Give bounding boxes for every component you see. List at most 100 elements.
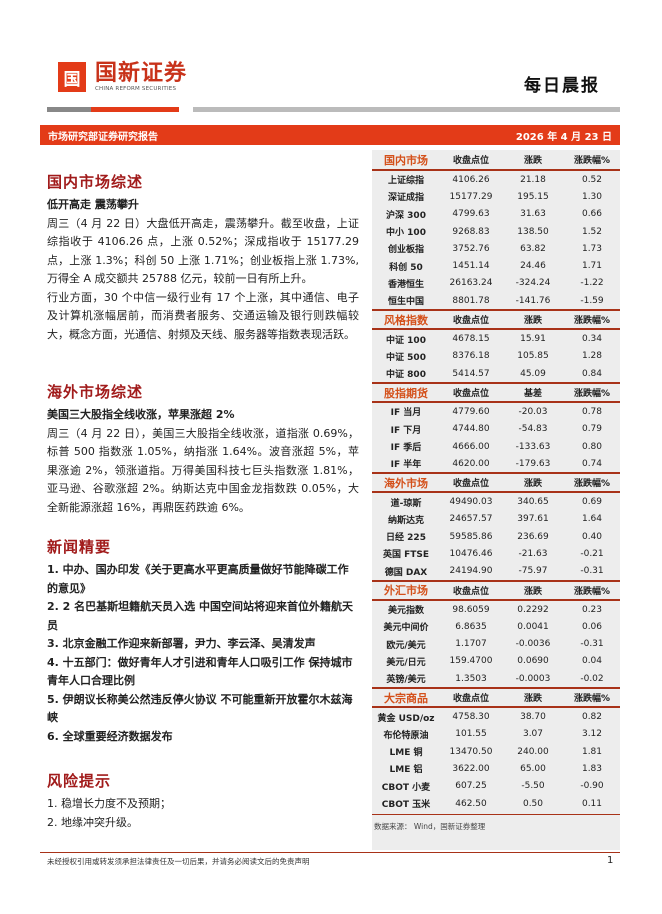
cell-value: 0.78 [581,406,603,417]
row-label: IF 半年 [390,460,422,471]
table-row: 深证成指 15177.29 195.15 1.30 [372,188,620,205]
row-label: 沪深 300 [386,210,426,221]
table-row: CBOT 小麦 607.25 -5.50 -0.90 [372,778,620,795]
table-row: 沪深 300 4799.63 31.63 0.66 [372,206,620,223]
row-label: CBOT 玉米 [381,800,431,811]
table-row: 创业板指 3752.76 63.82 1.73 [372,240,620,257]
table-row: 中证 800 5414.57 45.09 0.84 [372,365,620,382]
cell-value: 195.15 [517,191,549,202]
row-label: 英镑/美元 [386,675,426,686]
table-row: 美元指数 98.6059 0.2292 0.23 [372,601,620,618]
row-label: 日经 225 [386,533,426,544]
cell-value: 4779.60 [452,406,490,417]
column-header: 收盘点位 [452,389,489,400]
news-section: 新闻精要 1. 中办、国办印发《关于更高水平更高质量做好节能降碳工作的意见》 2.… [47,537,359,746]
cell-value: 65.00 [520,763,546,774]
cell-value: -0.02 [580,673,604,684]
table-row: 中证 100 4678.15 15.91 0.34 [372,330,620,347]
cell-value: 24194.90 [449,566,493,577]
table-row: 日经 225 59585.86 236.69 0.40 [372,528,620,545]
row-label: 恒生中国 [387,297,424,308]
risk-item: 1. 稳增长力度不及预期； [47,797,171,810]
column-header: 涨跌 [523,479,542,490]
column-header: 股指期货 [384,386,428,400]
cell-value: 9268.83 [452,226,490,237]
table-header: 海外市场 收盘点位 涨跌 涨跌幅% [372,472,620,494]
news-list: 1. 中办、国办印发《关于更高水平更高质量做好节能降碳工作的意见》 2. 2 名巴… [47,561,359,746]
cell-value: 1.3503 [455,673,487,684]
cell-value: 45.09 [520,368,546,379]
cell-value: 49490.03 [449,497,493,508]
table-header: 大宗商品 收盘点位 涨跌 涨跌幅% [372,687,620,709]
cell-value: 24657.57 [449,514,493,525]
cell-value: 15177.29 [449,191,493,202]
overseas-section: 海外市场综述 美国三大股指全线收涨，苹果涨超 2% 周三（4 月 22 日），美… [47,382,359,517]
row-label: 科创 50 [389,262,423,273]
cell-value: 1.71 [581,261,603,272]
risk-title: 风险提示 [47,772,112,790]
report-band: 市场研究部证券研究报告 2026 年 4 月 23 日 [40,125,620,145]
cell-value: 4666.00 [452,441,490,452]
cell-value: 4620.00 [452,458,490,469]
cell-value: 105.85 [517,351,549,362]
table-row: CBOT 玉米 462.50 0.50 0.11 [372,795,620,812]
cell-value: -21.63 [518,548,548,559]
cell-value: 236.69 [517,531,549,542]
report-date: 2026 年 4 月 23 日 [515,131,612,143]
cell-value: 1.1707 [455,639,487,650]
cell-value: 0.06 [581,621,603,632]
row-label: 香港恒生 [387,279,424,290]
cell-value: 3752.76 [452,243,490,254]
row-label: 上证综指 [387,176,424,187]
table-header: 风格指数 收盘点位 涨跌 涨跌幅% [372,309,620,331]
cell-value: 1.83 [581,763,603,774]
cell-value: -0.0036 [515,639,551,650]
cell-value: 1.52 [581,226,603,237]
table-row: 美元/日元 159.4700 0.0690 0.04 [372,653,620,670]
row-label: 纳斯达克 [387,515,424,526]
cell-value: 31.63 [520,209,546,220]
row-label: LME 铝 [389,765,423,776]
cell-value: 26163.24 [449,278,493,289]
cell-value: -20.03 [518,406,548,417]
cell-value: 0.66 [581,209,603,220]
cell-value: 0.79 [581,424,603,435]
cell-value: 13470.50 [449,746,493,757]
row-label: 美元中间价 [383,623,429,634]
news-item: 6. 全球重要经济数据发布 [47,729,173,743]
cell-value: -1.59 [580,295,604,306]
cell-value: -54.83 [518,424,548,435]
cell-value: 397.61 [517,514,549,525]
column-header: 涨跌幅% [573,389,611,400]
column-header: 涨跌 [523,694,542,705]
table-header: 外汇市场 收盘点位 涨跌 涨跌幅% [372,579,620,601]
table-row: 中证 500 8376.18 105.85 1.28 [372,348,620,365]
cell-value: 3622.00 [452,763,490,774]
column-header: 基差 [523,389,542,400]
domestic-subtitle: 低开高走 震荡攀升 [47,198,139,211]
column-header: 涨跌幅% [573,479,611,490]
cell-value: -5.50 [521,781,545,792]
market-data-panel: 国内市场 收盘点位 涨跌 涨跌幅% 上证综指 4106.26 21.18 0.52 深证成指 15… [372,150,620,850]
table-row: LME 铝 3622.00 65.00 1.83 [372,760,620,777]
row-label: 中证 500 [386,352,426,363]
divider-bar [193,107,620,112]
domestic-section: 国内市场综述 低开高走 震荡攀升 周三（4 月 22 日）大盘低开高走，震荡攀升… [47,172,359,344]
cell-value: 21.18 [520,174,546,185]
news-item: 5. 伊朗议长称美公然违反停火协议 不可能重新开放霍尔木兹海峡 [47,692,353,725]
domestic-para: 行业方面，30 个中信一级行业有 17 个上涨，其中通信、电子及计算机涨幅居前，… [47,290,359,341]
column-header: 涨跌幅% [573,156,611,166]
row-label: 道-琼斯 [390,498,422,509]
row-label: 美元/日元 [386,657,426,668]
logo-english: CHINA REFORM SECURITIES [95,86,177,92]
cell-value: -324.24 [515,278,551,289]
cell-value: 8801.78 [452,295,490,306]
cell-value: 24.46 [520,261,546,272]
row-label: IF 下月 [390,425,422,436]
cell-value: 1.28 [581,351,603,362]
row-label: 德国 DAX [384,567,428,578]
cell-value: -0.21 [580,548,604,559]
column-header: 涨跌 [523,316,542,327]
cell-value: 1.30 [581,191,603,202]
cell-value: 1451.14 [452,261,490,272]
